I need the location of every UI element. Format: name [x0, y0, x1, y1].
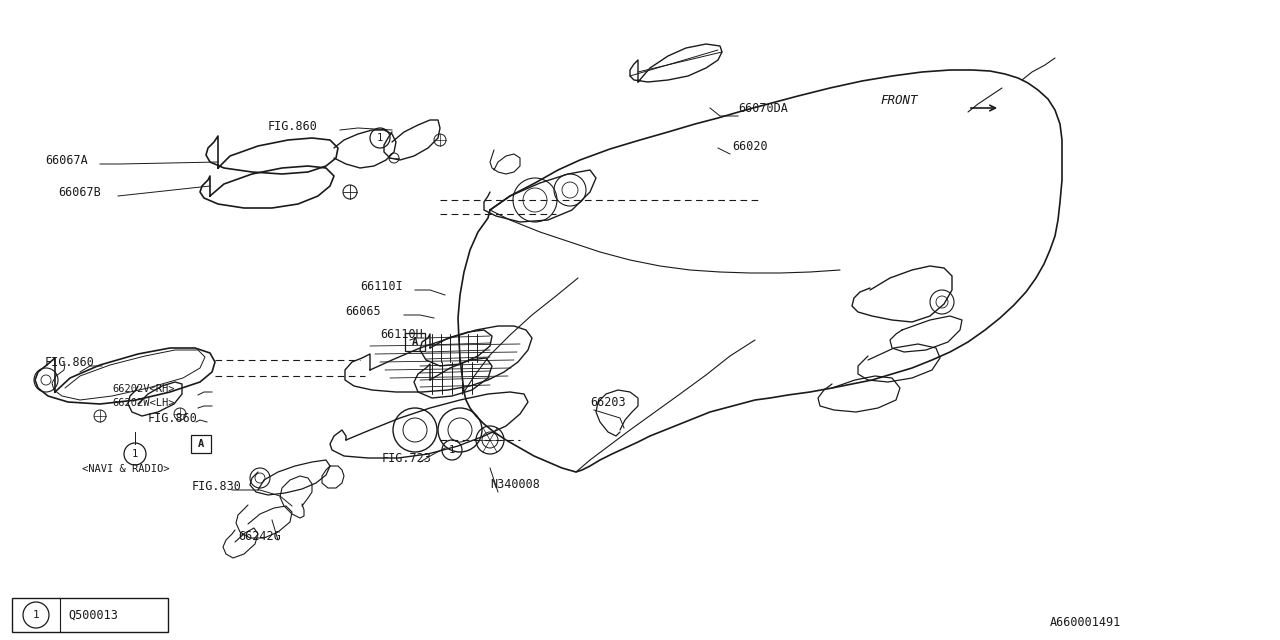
Bar: [12, 598, 168, 632]
Text: FRONT: FRONT: [881, 94, 918, 107]
FancyBboxPatch shape: [404, 333, 425, 351]
Text: 66202V<RH>: 66202V<RH>: [113, 384, 174, 394]
Text: 66020: 66020: [732, 140, 768, 153]
Text: A: A: [412, 337, 419, 347]
Text: 66242G: 66242G: [238, 530, 280, 543]
Text: 1: 1: [132, 449, 138, 459]
Text: 1: 1: [376, 133, 383, 143]
Text: FIG.830: FIG.830: [192, 480, 242, 493]
FancyBboxPatch shape: [191, 435, 211, 453]
Text: FIG.860: FIG.860: [148, 412, 198, 425]
Text: <NAVI & RADIO>: <NAVI & RADIO>: [82, 464, 169, 474]
Text: 66110H: 66110H: [380, 328, 422, 341]
Text: 66067B: 66067B: [58, 186, 101, 199]
Text: N340008: N340008: [490, 478, 540, 491]
Text: 66070DA: 66070DA: [739, 102, 788, 115]
Text: 1: 1: [449, 445, 456, 455]
Text: 1: 1: [32, 610, 40, 620]
Text: A: A: [198, 439, 204, 449]
Text: 66067A: 66067A: [45, 154, 88, 167]
Text: 66065: 66065: [346, 305, 380, 318]
Text: 66203: 66203: [590, 396, 626, 409]
Text: FIG.723: FIG.723: [381, 452, 431, 465]
Text: 66202W<LH>: 66202W<LH>: [113, 398, 174, 408]
Text: FIG.860: FIG.860: [268, 120, 317, 133]
Text: A660001491: A660001491: [1050, 616, 1121, 628]
Text: 66110I: 66110I: [360, 280, 403, 293]
Text: Q500013: Q500013: [68, 609, 118, 621]
Text: FIG.860: FIG.860: [45, 356, 95, 369]
